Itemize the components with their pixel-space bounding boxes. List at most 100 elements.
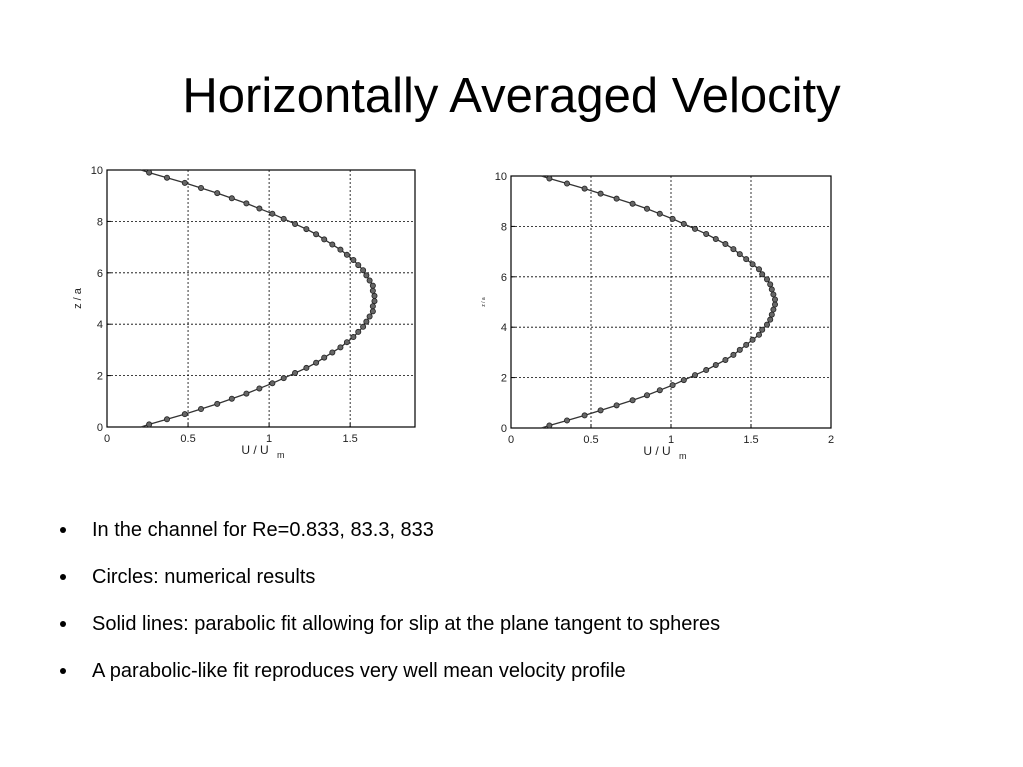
x-axis-label: U / U <box>241 443 268 457</box>
data-point <box>280 375 287 382</box>
x-tick-label: 2 <box>828 434 834 446</box>
data-point <box>292 220 299 227</box>
data-point <box>369 308 376 315</box>
bullet-list: In the channel for Re=0.833, 83.3, 833 C… <box>58 518 720 706</box>
x-tick-label: 0 <box>104 433 110 445</box>
data-point <box>771 301 778 308</box>
data-point <box>214 190 221 197</box>
data-point <box>350 334 357 341</box>
bullet-item: In the channel for Re=0.833, 83.3, 833 <box>58 518 720 542</box>
data-point <box>629 200 636 207</box>
data-point <box>366 313 373 320</box>
data-point <box>146 421 153 428</box>
x-axis-label-subscript: m <box>277 450 285 460</box>
data-point <box>643 392 650 399</box>
data-point <box>337 246 344 253</box>
data-point <box>722 356 729 363</box>
y-tick-label: 4 <box>97 319 103 331</box>
data-point <box>763 276 770 283</box>
data-point <box>581 185 588 192</box>
data-point <box>303 364 310 371</box>
data-point <box>163 416 170 423</box>
data-point <box>730 246 737 253</box>
y-tick-label: 8 <box>97 216 103 228</box>
plot-frame <box>106 169 416 428</box>
data-point <box>343 339 350 346</box>
data-point <box>629 397 636 404</box>
data-point <box>303 226 310 233</box>
y-tick-label: 8 <box>501 221 507 233</box>
data-point <box>369 303 376 310</box>
data-point <box>198 406 205 413</box>
plot-frame <box>510 175 832 429</box>
velocity-profile-chart-right: 0 0.5 1 1.5 2 0 2 4 6 8 10 U / U m z / a <box>481 171 834 461</box>
y-tick-label: 10 <box>91 165 103 177</box>
data-point <box>749 336 756 343</box>
x-tick-label: 1 <box>668 434 674 446</box>
x-tick-label: 0 <box>508 434 514 446</box>
data-point <box>703 367 710 374</box>
data-point <box>256 205 263 212</box>
data-point <box>669 215 676 222</box>
y-axis-label: z / a <box>72 287 84 309</box>
data-point <box>691 372 698 379</box>
data-point <box>743 341 750 348</box>
data-point <box>243 200 250 207</box>
data-point <box>360 267 367 274</box>
data-point <box>355 262 362 269</box>
data-point <box>722 241 729 248</box>
velocity-profile-chart-left: 0 0.5 1 1.5 0 2 4 6 8 10 U / U m z / a <box>72 165 416 460</box>
data-point <box>546 422 553 429</box>
data-point <box>371 292 378 299</box>
x-axis-label-subscript: m <box>679 451 687 461</box>
bullet-dot-icon <box>60 621 66 627</box>
data-point <box>369 287 376 294</box>
data-point <box>770 306 777 313</box>
data-point <box>313 231 320 238</box>
data-point <box>680 377 687 384</box>
data-point <box>228 195 235 202</box>
data-point <box>736 251 743 258</box>
y-tick-label: 4 <box>501 322 507 334</box>
data-point <box>759 271 766 278</box>
data-point <box>146 169 153 176</box>
data-point <box>749 261 756 268</box>
data-point <box>768 311 775 318</box>
data-point <box>656 387 663 394</box>
data-point <box>736 346 743 353</box>
data-point <box>269 380 276 387</box>
data-point <box>343 251 350 258</box>
bullet-item: A parabolic-like fit reproduces very wel… <box>58 659 720 683</box>
data-point <box>680 220 687 227</box>
y-tick-label: 0 <box>97 422 103 434</box>
data-point <box>329 241 336 248</box>
x-tick-label: 1.5 <box>743 434 758 446</box>
data-point <box>597 407 604 414</box>
y-tick-label: 6 <box>501 272 507 284</box>
bullet-dot-icon <box>60 527 66 533</box>
data-point <box>163 174 170 181</box>
data-point <box>643 205 650 212</box>
data-point <box>597 190 604 197</box>
data-point <box>755 331 762 338</box>
data-point <box>763 321 770 328</box>
data-point <box>613 195 620 202</box>
data-point <box>767 316 774 323</box>
data-point <box>256 385 263 392</box>
x-tick-label: 1.5 <box>343 433 358 445</box>
data-point <box>198 184 205 191</box>
data-point <box>730 351 737 358</box>
y-tick-label: 0 <box>501 423 507 435</box>
data-point <box>337 344 344 351</box>
data-point <box>759 326 766 333</box>
bullet-dot-icon <box>60 668 66 674</box>
data-point <box>360 323 367 330</box>
y-tick-label: 10 <box>495 171 507 183</box>
data-point <box>770 291 777 298</box>
data-point <box>321 236 328 243</box>
data-point <box>228 395 235 402</box>
data-point <box>755 266 762 273</box>
data-point <box>366 277 373 284</box>
data-point <box>703 230 710 237</box>
data-point <box>280 215 287 222</box>
